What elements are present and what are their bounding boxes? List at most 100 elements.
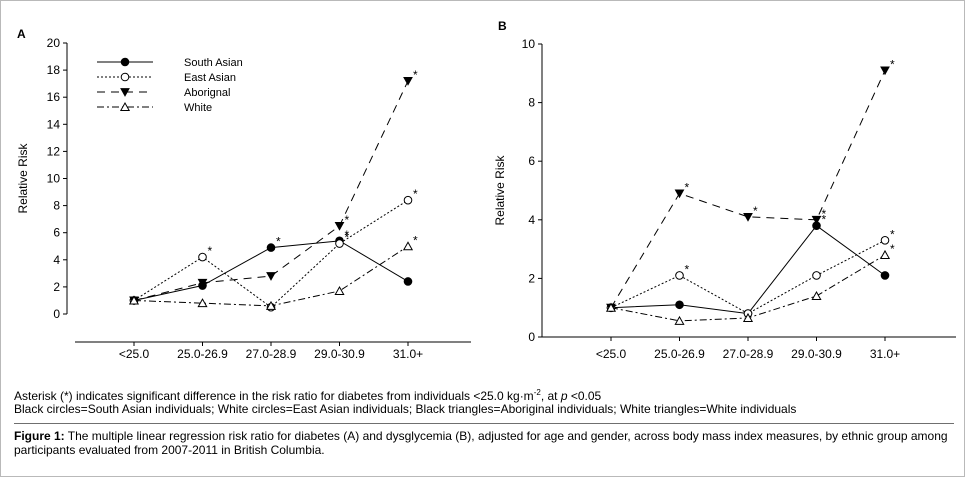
y-tick-label: 0	[53, 307, 60, 321]
y-tick-label: 2	[528, 271, 535, 285]
legend-marker	[120, 88, 130, 97]
x-tick-label: 25.0-26.9	[654, 347, 705, 361]
marker-note: Black circles=South Asian individuals; W…	[14, 402, 797, 416]
series-line	[610, 224, 886, 315]
data-point	[402, 241, 414, 251]
x-tick-label: 29.0-30.9	[791, 347, 842, 361]
chart-legend: South Asian East Asian Aborignal White	[97, 57, 243, 114]
legend-label: East Asian	[184, 72, 236, 84]
series-white: *	[128, 233, 418, 310]
x-tick-label: 31.0+	[393, 347, 423, 361]
y-tick-label: 10	[47, 172, 61, 186]
y-tick-label: 18	[47, 63, 61, 77]
significance-mark: *	[276, 235, 281, 249]
data-point	[198, 252, 207, 262]
legend-marker	[119, 101, 131, 111]
data-point	[335, 239, 344, 248]
asterisk-note: Asterisk (*) indicates significant diffe…	[14, 388, 602, 403]
y-axis-label: Relative Risk	[16, 142, 30, 213]
y-tick-label: 4	[53, 253, 60, 267]
data-point	[266, 243, 276, 252]
data-point	[403, 195, 413, 205]
significance-mark: *	[890, 57, 895, 71]
data-point	[880, 236, 890, 245]
data-point	[742, 312, 754, 322]
legend-label: Aborignal	[184, 87, 230, 99]
data-point	[266, 272, 276, 281]
series-aborignal: **	[129, 68, 418, 306]
data-point	[675, 300, 684, 310]
significance-mark: *	[208, 244, 213, 258]
data-point	[674, 315, 685, 325]
x-tick-label: 29.0-30.9	[314, 347, 365, 361]
figure-caption: Figure 1: The multiple linear regression…	[14, 429, 954, 457]
data-point	[879, 249, 891, 259]
chart-panel-b: B 0 2 4 6 8 10 <25.0 25.0-26.9 27.0-28.9 29.0-30.9…	[493, 19, 956, 361]
significance-mark: *	[685, 262, 690, 276]
y-tick-label: 20	[47, 36, 61, 50]
figure-caption-text: The multiple linear regression risk rati…	[14, 429, 948, 457]
data-point	[334, 222, 345, 231]
significance-mark: *	[345, 231, 350, 245]
significance-mark: *	[822, 207, 827, 221]
data-point	[880, 66, 890, 76]
data-point	[403, 77, 413, 86]
y-tick-label: 4	[528, 213, 535, 227]
y-axis-label: Relative Risk	[493, 154, 507, 225]
legend-label: South Asian	[184, 57, 243, 69]
legend-marker	[120, 72, 130, 82]
panel-label: A	[17, 27, 26, 41]
figure-caption-label: Figure 1:	[14, 429, 65, 443]
data-point	[811, 290, 822, 300]
series-east-asian: **	[606, 227, 895, 318]
x-tick-label: 31.0+	[870, 347, 900, 361]
y-tick-label: 2	[53, 280, 60, 294]
y-tick-label: 6	[528, 154, 535, 168]
series-south-asian: * *	[129, 228, 413, 305]
significance-mark: *	[345, 228, 350, 242]
data-point	[811, 215, 822, 225]
series-white: *	[605, 242, 895, 325]
y-tick-label: 14	[47, 117, 61, 131]
significance-mark: *	[685, 180, 690, 194]
data-point	[265, 300, 277, 310]
series-south-asian: *	[606, 213, 890, 318]
series-aborignal: ** **	[606, 57, 895, 313]
chart-panel-a: A 0 2 4 6 8 10 12 14 16 18 20 <25.0 25.0-26.9 27.0-28.…	[16, 27, 471, 361]
series-line	[610, 70, 886, 308]
data-point	[197, 278, 208, 288]
y-tick-label: 10	[522, 37, 536, 51]
series-line	[133, 80, 409, 301]
x-tick-label: <25.0	[119, 347, 150, 361]
significance-mark: *	[890, 242, 895, 256]
data-point	[197, 298, 208, 308]
data-point	[674, 189, 685, 199]
data-point	[403, 277, 413, 286]
data-point	[812, 271, 821, 280]
significance-mark: *	[890, 227, 895, 241]
data-point	[605, 302, 617, 312]
significance-mark: *	[413, 68, 418, 82]
x-tick-label: 27.0-28.9	[723, 347, 774, 361]
data-point	[128, 295, 140, 305]
x-tick-label: 27.0-28.9	[246, 347, 297, 361]
significance-mark: *	[753, 204, 758, 218]
y-tick-label: 16	[47, 90, 61, 104]
data-point	[334, 285, 345, 295]
data-point	[743, 212, 753, 222]
data-point	[675, 271, 684, 280]
significance-mark: *	[822, 213, 827, 227]
panel-label: B	[498, 19, 507, 33]
x-tick-label: <25.0	[596, 347, 627, 361]
y-tick-label: 8	[528, 96, 535, 110]
x-tick-label: 25.0-26.9	[177, 347, 228, 361]
legend-label: White	[184, 102, 212, 114]
series-line	[610, 239, 886, 315]
legend-marker	[120, 57, 130, 67]
y-tick-label: 0	[528, 330, 535, 344]
data-point	[880, 271, 890, 280]
significance-mark: *	[345, 213, 350, 227]
y-tick-label: 6	[53, 226, 60, 240]
